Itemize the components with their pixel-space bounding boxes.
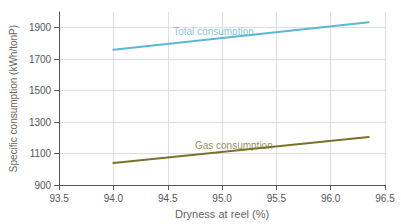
- svg-text:96.0: 96.0: [321, 193, 341, 204]
- svg-text:Specific consumption (kWh/tonP: Specific consumption (kWh/tonP): [8, 25, 19, 172]
- svg-text:1500: 1500: [29, 85, 52, 96]
- svg-text:94.0: 94.0: [104, 193, 124, 204]
- svg-text:96.5: 96.5: [375, 193, 395, 204]
- svg-text:95.0: 95.0: [212, 193, 232, 204]
- svg-text:900: 900: [34, 180, 51, 191]
- svg-text:1100: 1100: [30, 148, 52, 159]
- svg-text:1700: 1700: [29, 54, 52, 65]
- svg-text:94.5: 94.5: [158, 193, 178, 204]
- svg-text:Dryness at reel (%): Dryness at reel (%): [175, 208, 269, 220]
- svg-text:Gas consumption: Gas consumption: [195, 140, 273, 151]
- svg-text:93.5: 93.5: [49, 193, 69, 204]
- svg-text:95.5: 95.5: [267, 193, 287, 204]
- svg-text:1300: 1300: [29, 117, 52, 128]
- svg-text:Total consumption: Total consumption: [173, 25, 254, 37]
- svg-text:1900: 1900: [29, 22, 52, 33]
